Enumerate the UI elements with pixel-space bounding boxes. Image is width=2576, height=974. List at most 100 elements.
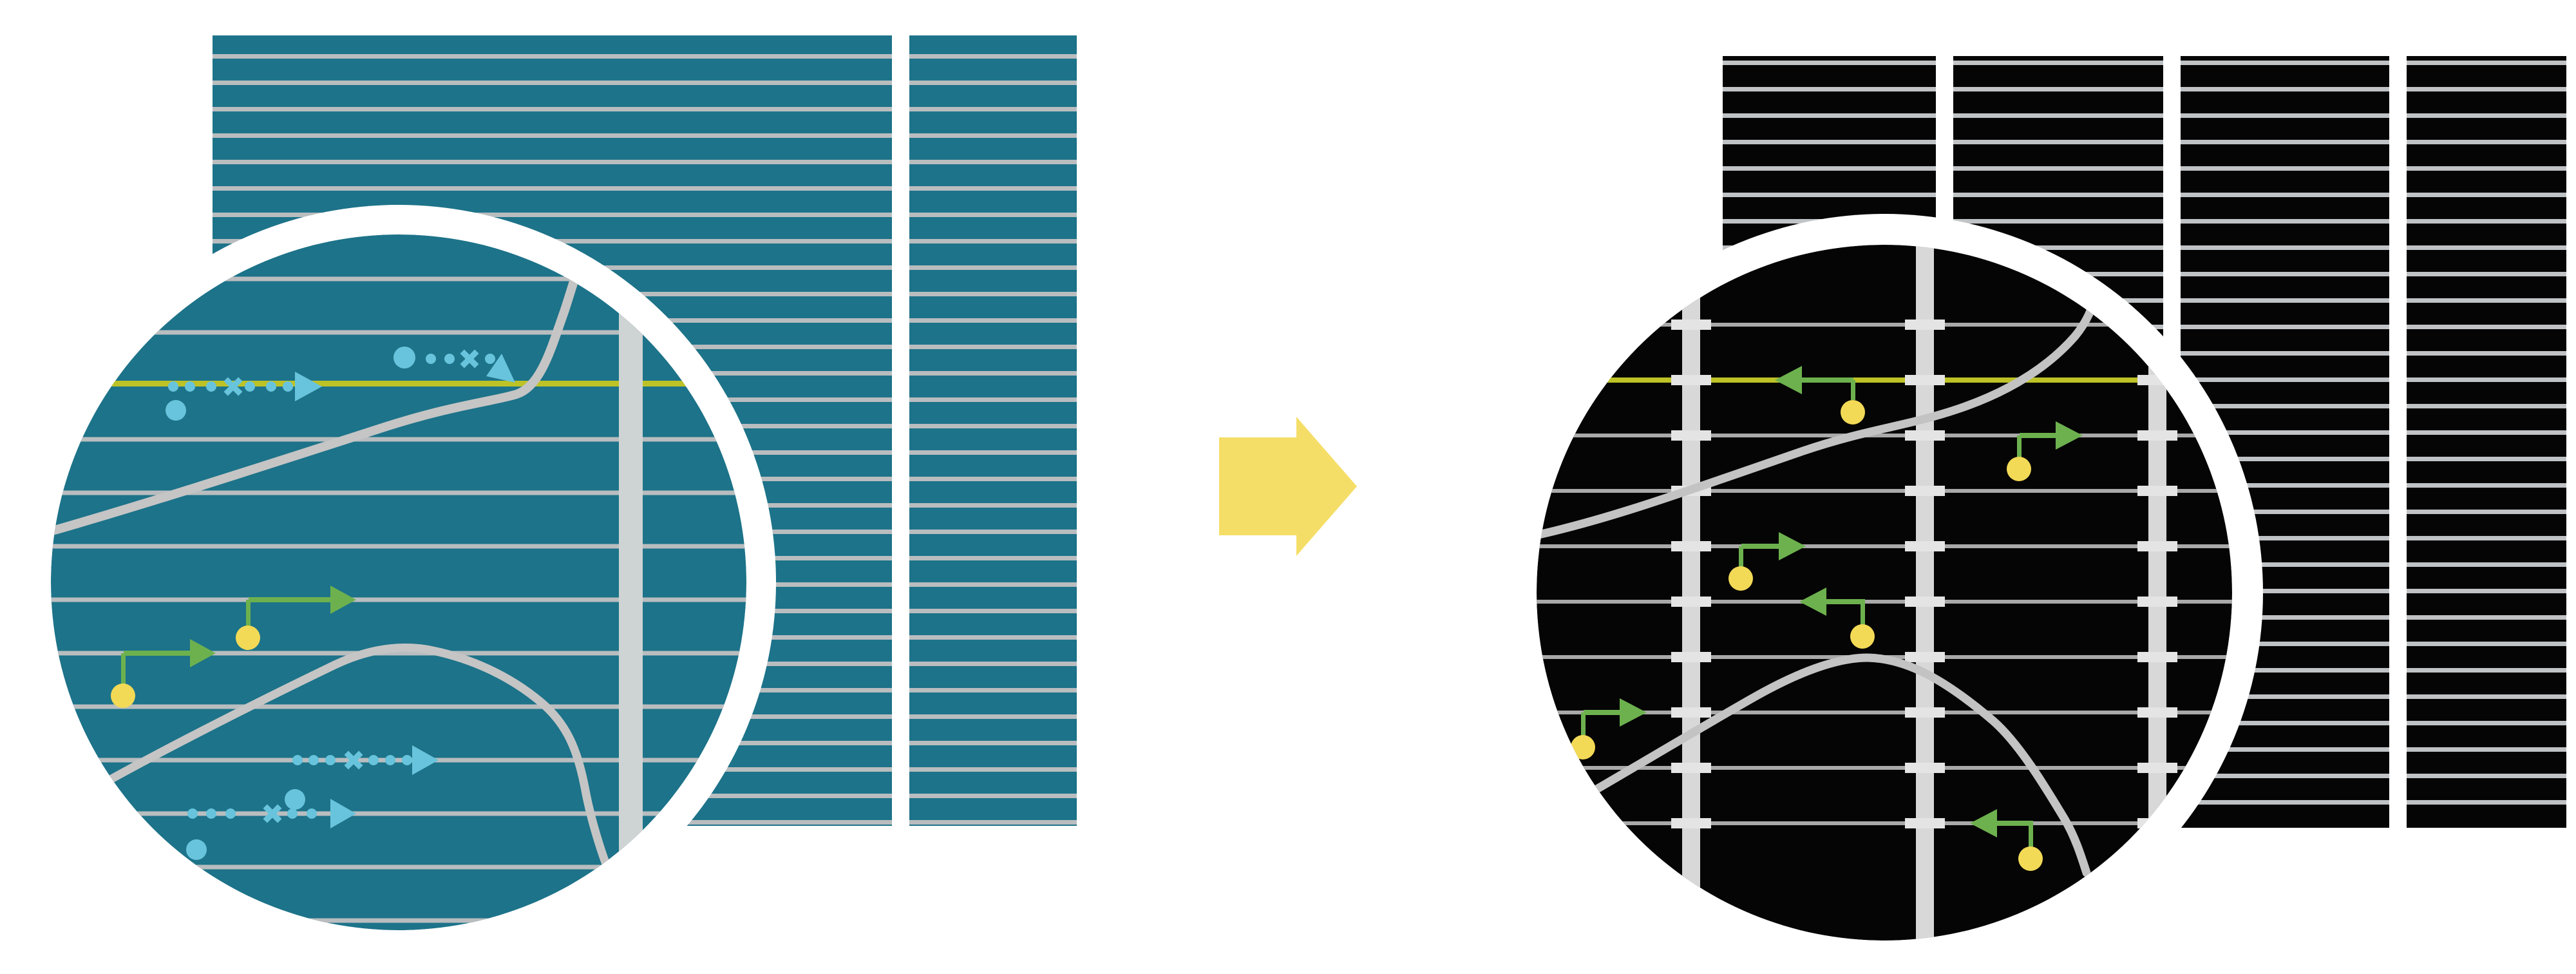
finger-stripe (909, 635, 1077, 640)
transition-arrow-icon (1219, 417, 1357, 556)
finger-stripe (909, 397, 1077, 402)
finger-stripe (909, 450, 1077, 455)
finger-stripe (2407, 483, 2566, 488)
finger-stripe (2181, 642, 2389, 646)
finger-stripe (2407, 800, 2566, 805)
busbar-tab (2137, 597, 2177, 607)
finger-stripe (2407, 747, 2566, 752)
arrow-shaft (1741, 544, 1779, 549)
carrier-dot-icon (1571, 735, 1595, 759)
busbar-tab (1671, 541, 1711, 551)
carrier-collection-arrow (1571, 698, 1647, 759)
busbar-tab (2137, 707, 2177, 718)
arrow-shaft (1997, 821, 2033, 826)
busbar-tab (2137, 430, 2177, 441)
finger-stripe (909, 239, 1077, 244)
magnified-finger-line (1537, 434, 2232, 437)
magnified-finger-line (1537, 821, 2232, 825)
carrier-collection-arrow (1970, 809, 2043, 871)
finger-stripe (2407, 113, 2566, 118)
finger-stripe (2407, 219, 2566, 224)
grain-boundary-curve (1567, 653, 2091, 877)
arrow-stem (246, 600, 251, 627)
path-dot (292, 755, 303, 765)
finger-stripe (1953, 140, 2163, 144)
carrier-dot-icon (111, 683, 135, 708)
finger-stripe (1723, 166, 1936, 171)
finger-stripe (1953, 193, 2163, 197)
arrow-stem (1581, 712, 1586, 744)
recombination-path-arrow (285, 745, 439, 810)
arrow-stem (1851, 380, 1855, 400)
magnified-finger-line (51, 330, 746, 335)
path-dot (245, 381, 255, 392)
finger-stripe (1723, 113, 1936, 118)
carrier-collection-arrow (1799, 587, 1875, 649)
carrier-collection-arrow (1728, 532, 1806, 591)
arrow-shaft (249, 597, 330, 602)
magnified-finger-line (51, 811, 746, 816)
finger-stripe (909, 688, 1077, 692)
finger-stripe (2181, 166, 2389, 171)
path-dot (185, 381, 195, 392)
finger-stripe (909, 213, 1077, 217)
finger-stripe (2181, 61, 2389, 65)
magnified-finger-line (51, 864, 746, 870)
lens-background (1537, 245, 2232, 941)
finger-stripe (2181, 668, 2389, 673)
finger-stripe (909, 503, 1077, 508)
lens-content (51, 234, 746, 930)
finger-stripe (2407, 325, 2566, 329)
magnified-finger-line (51, 651, 746, 656)
path-dot (206, 381, 216, 392)
busbar (1682, 245, 1700, 941)
magnified-finger-line (51, 758, 746, 763)
finger-stripe (2407, 298, 2566, 303)
busbar (619, 234, 643, 930)
grain-boundary-curve (92, 643, 620, 892)
finger-stripe (909, 477, 1077, 481)
finger-stripe (2181, 562, 2389, 567)
busbar-tab (1671, 375, 1711, 385)
finger-stripe (2181, 404, 2389, 408)
magnified-finger-line (51, 490, 746, 495)
busbar-tab (1905, 430, 1945, 441)
finger-stripe (2407, 193, 2566, 197)
finger-stripe (2407, 61, 2566, 65)
recombination-x-icon (344, 750, 363, 770)
magnified-finger-line (51, 704, 746, 709)
finger-stripe (1953, 166, 2163, 171)
path-dot (308, 755, 319, 765)
carrier-dot-icon (1850, 624, 1875, 649)
finger-stripe (2407, 642, 2566, 646)
highlighted-finger-line (51, 381, 746, 387)
finger-stripe (1953, 245, 2163, 250)
right-arrow-icon (1219, 417, 1357, 556)
recombination-path-arrow (166, 372, 322, 421)
finger-stripe (2181, 747, 2389, 752)
path-dot (206, 808, 216, 819)
arrowhead-icon (330, 586, 356, 614)
magnified-finger-line (51, 918, 746, 923)
finger-stripe (909, 345, 1077, 349)
finger-stripe (909, 530, 1077, 534)
finger-stripe (2407, 245, 2566, 250)
recombination-x-icon (263, 804, 282, 823)
finger-stripe (909, 767, 1077, 772)
finger-stripe (909, 265, 1077, 270)
finger-stripe (2181, 510, 2389, 514)
highlighted-finger-line (1537, 377, 2232, 383)
finger-stripe (2181, 589, 2389, 593)
finger-stripe (2407, 510, 2566, 514)
finger-stripe (909, 424, 1077, 428)
busbar-tab (1671, 430, 1711, 441)
finger-stripe (213, 81, 892, 85)
busbar-tab (1905, 763, 1945, 773)
busbar-tab (2137, 541, 2177, 551)
busbar-tab (2137, 763, 2177, 773)
arrow-stem (2017, 435, 2022, 465)
finger-stripe (2181, 774, 2389, 778)
busbar-tab (1905, 541, 1945, 551)
recombination-x-icon (460, 349, 479, 368)
